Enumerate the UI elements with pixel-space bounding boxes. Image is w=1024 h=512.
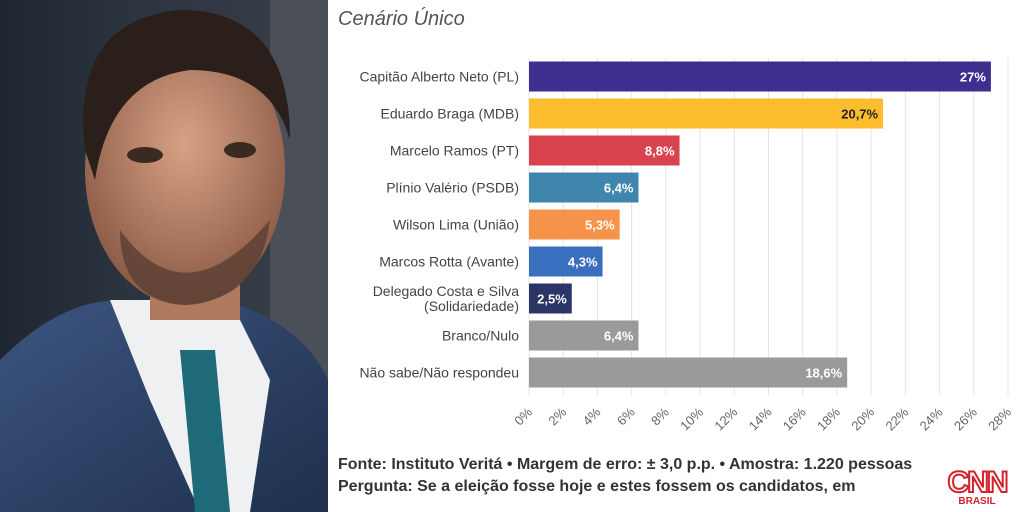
cnn-brasil-logo: CNN BRASIL <box>942 465 1012 507</box>
chart-footer: Fonte: Instituto Veritá • Margem de erro… <box>338 454 938 498</box>
data-label: 18,6% <box>805 366 842 381</box>
bar <box>529 357 848 388</box>
data-label: 20,7% <box>841 107 878 122</box>
bar <box>529 61 991 92</box>
category-label: (Solidariedade) <box>424 298 519 314</box>
question-note: Pergunta: Se a eleição fosse hoje e este… <box>338 478 856 495</box>
x-tick-label: 14% <box>746 404 775 433</box>
x-tick-label: 28% <box>985 404 1014 433</box>
x-tick-label: 2% <box>545 404 569 428</box>
data-label: 4,3% <box>568 255 598 270</box>
bar <box>529 283 572 314</box>
x-tick-label: 10% <box>677 404 706 433</box>
chart-title: Cenário Único <box>338 8 465 30</box>
category-label: Eduardo Braga (MDB) <box>380 106 519 122</box>
x-tick-label: 18% <box>814 404 843 433</box>
bar <box>529 246 603 277</box>
category-label: Wilson Lima (União) <box>393 217 519 233</box>
x-tick-label: 0% <box>511 404 535 428</box>
category-label: Branco/Nulo <box>442 328 519 344</box>
x-tick-label: 6% <box>614 404 638 428</box>
bar <box>529 172 639 203</box>
category-label: Marcos Rotta (Avante) <box>379 254 519 270</box>
x-tick-label: 20% <box>848 404 877 433</box>
bar-chart-svg: 0% 2% 4% 6% 8% 10% 12% 14% 16% 18% 20% 22% 24% 26% 28%… <box>359 58 1014 434</box>
candidate-photo <box>0 0 328 512</box>
bar <box>529 98 884 129</box>
category-label: Plínio Valério (PSDB) <box>386 180 519 196</box>
x-tick-label: 4% <box>580 404 604 428</box>
x-tick-label: 26% <box>951 404 980 433</box>
data-label: 2,5% <box>537 292 567 307</box>
x-tick-label: 16% <box>780 404 809 433</box>
data-label: 8,8% <box>645 144 675 159</box>
category-label: Delegado Costa e Silva <box>373 283 520 299</box>
bar <box>529 320 639 351</box>
person-portrait <box>0 0 328 512</box>
bar <box>529 135 680 166</box>
data-label: 27% <box>960 70 986 85</box>
logo-sub: BRASIL <box>958 496 996 507</box>
data-label: 6,4% <box>604 329 634 344</box>
category-label: Não sabe/Não respondeu <box>359 365 519 381</box>
logo-brand: CNN <box>947 465 1010 500</box>
x-tick-label: 12% <box>711 404 740 433</box>
category-label: Marcelo Ramos (PT) <box>390 143 519 159</box>
source-note: Fonte: Instituto Veritá • Margem de erro… <box>338 456 913 473</box>
x-tick-label: 24% <box>917 404 946 433</box>
x-tick-label: 22% <box>882 404 911 433</box>
data-label: 5,3% <box>585 218 615 233</box>
poll-chart: Cenário Único 0% 2% 4% 6% 8% 10% 12% 14% 16% 18% 2… <box>328 0 1024 512</box>
category-label: Capitão Alberto Neto (PL) <box>359 69 519 85</box>
bar <box>529 209 620 240</box>
x-tick-label: 8% <box>648 404 672 428</box>
data-label: 6,4% <box>604 181 634 196</box>
